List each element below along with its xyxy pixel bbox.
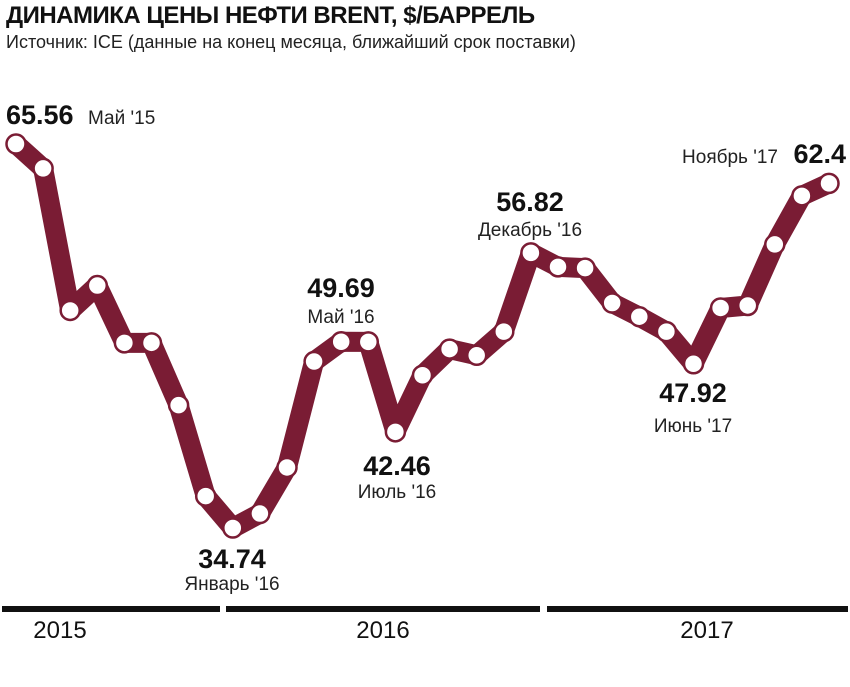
annotation-label: Июль '16	[358, 482, 437, 503]
data-point	[303, 350, 325, 373]
data-point	[276, 456, 298, 479]
data-point	[601, 292, 623, 314]
data-point	[818, 172, 840, 195]
data-point	[32, 157, 54, 180]
annotation-value: 42.46	[363, 451, 431, 481]
annotation-value: 56.82	[496, 187, 564, 217]
data-point	[330, 330, 352, 353]
data-point	[249, 502, 271, 525]
data-point	[791, 185, 813, 207]
annotation-label: Май '16	[307, 307, 374, 328]
data-point	[86, 274, 109, 297]
data-point	[682, 353, 705, 375]
data-point	[411, 364, 434, 386]
data-point	[736, 294, 759, 317]
data-point	[194, 485, 217, 507]
year-bar-2017	[547, 606, 848, 612]
annotation-label: Ноябрь '17	[682, 147, 778, 168]
data-point	[357, 331, 380, 353]
data-point	[493, 320, 515, 343]
data-points	[5, 133, 840, 539]
data-point	[167, 394, 190, 416]
annotation-value: 34.74	[198, 544, 266, 574]
year-label-2016: 2016	[356, 617, 409, 644]
data-point	[438, 338, 461, 360]
annotation-value: 47.92	[659, 378, 727, 408]
annotation-label: Май '15	[88, 108, 155, 129]
data-point	[547, 256, 569, 278]
year-axis: 2015 2016 2017	[2, 606, 848, 644]
data-point	[764, 233, 786, 256]
chart-subtitle: Источник: ICE (данные на конец месяца, б…	[6, 32, 576, 52]
data-point	[628, 305, 651, 328]
annotation-label: Декабрь '16	[478, 220, 582, 241]
data-point	[140, 332, 163, 354]
data-point	[465, 344, 488, 367]
data-point	[655, 320, 678, 343]
year-label-2015: 2015	[33, 617, 86, 644]
data-point	[59, 299, 81, 322]
data-point	[113, 332, 136, 354]
year-bar-2015	[2, 606, 220, 612]
annotation-label: Июнь '17	[654, 416, 732, 437]
annotation-value: 65.56	[6, 100, 74, 130]
data-point	[384, 421, 407, 443]
annotation-label: Январь '16	[184, 574, 279, 595]
data-point	[5, 133, 27, 155]
data-point	[222, 517, 244, 539]
chart-title: ДИНАМИКА ЦЕНЫ НЕФТИ BRENT, $/БАРРЕЛЬ	[6, 2, 535, 29]
annotation-value: 49.69	[307, 273, 375, 303]
year-bar-2016	[226, 606, 540, 612]
data-point	[709, 297, 732, 319]
annotation-value: 62.4	[793, 139, 846, 169]
data-point	[520, 242, 542, 264]
year-label-2017: 2017	[680, 617, 733, 644]
data-point	[574, 257, 596, 279]
